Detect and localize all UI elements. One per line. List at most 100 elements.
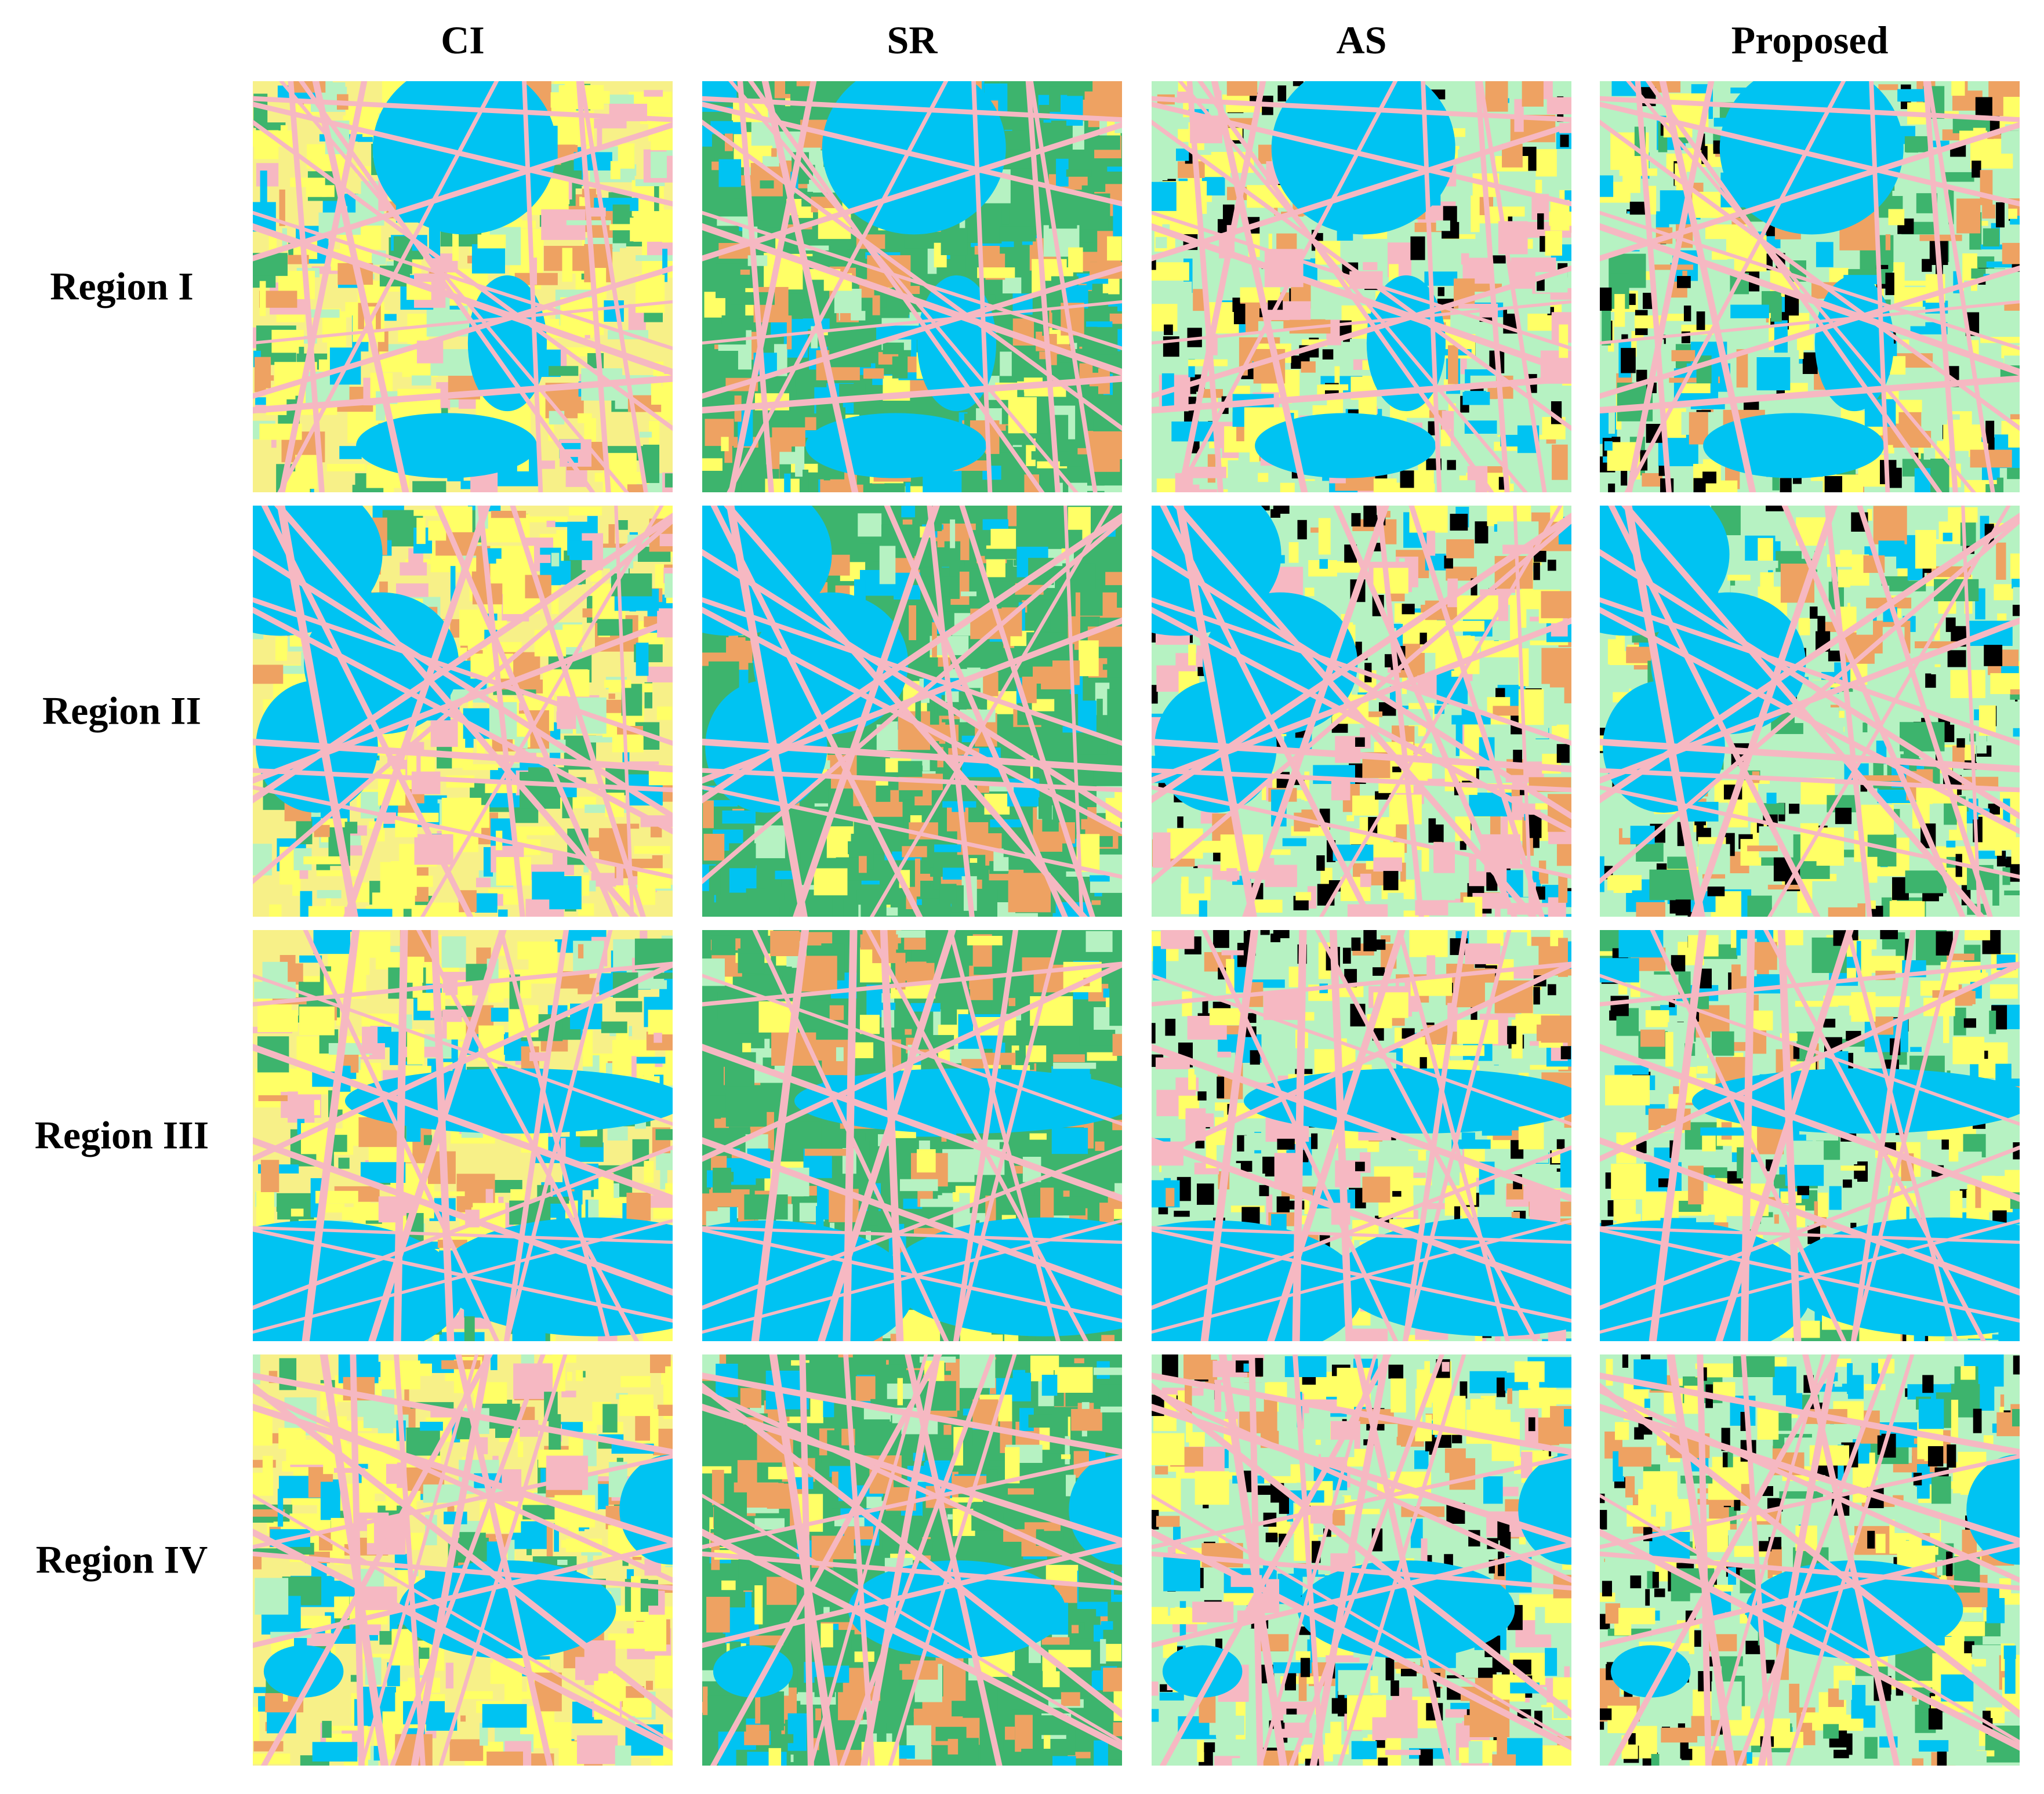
land-patch: [1486, 206, 1525, 217]
land-patch: [1662, 313, 1688, 321]
land-patch: [305, 812, 321, 817]
land-patch: [1697, 1066, 1708, 1074]
land-patch: [1426, 531, 1436, 556]
land-patch: [488, 992, 504, 1003]
land-patch: [610, 161, 620, 180]
land-patch: [1232, 297, 1240, 313]
road: [1152, 265, 1571, 399]
land-patch: [1552, 444, 1568, 480]
road: [503, 930, 569, 1341]
land-patch: [303, 976, 334, 982]
land-patch: [1070, 485, 1105, 491]
land-patch: [259, 281, 266, 317]
road: [702, 122, 1122, 262]
land-patch: [1097, 699, 1103, 720]
road: [793, 506, 940, 917]
land-patch: [1373, 568, 1408, 594]
land-patch: [1363, 262, 1378, 271]
land-patch: [1443, 234, 1476, 239]
land-patch: [1983, 228, 2000, 247]
land-patch: [1785, 383, 1808, 394]
land-patch: [1002, 277, 1022, 294]
road: [1152, 1044, 1571, 1202]
land-patch: [584, 418, 597, 443]
land-patch: [450, 566, 456, 602]
land-patch: [1400, 862, 1406, 882]
land-patch: [277, 665, 305, 674]
land-patch: [644, 90, 663, 97]
land-patch: [743, 907, 780, 917]
land-patch: [416, 517, 426, 544]
land-patch: [876, 325, 920, 340]
land-patch: [1427, 1203, 1458, 1210]
land-patch: [1391, 1335, 1429, 1341]
road: [368, 930, 507, 1341]
road: [288, 81, 325, 492]
land-patch: [1311, 1133, 1318, 1149]
road: [1421, 81, 1442, 492]
road: [727, 81, 949, 492]
land-patch: [411, 1170, 419, 1183]
road: [751, 930, 809, 1341]
land-patch: [1059, 456, 1083, 467]
land-patch: [561, 443, 581, 449]
land-patch: [1291, 355, 1301, 369]
land-patch: [1956, 198, 1981, 234]
land-patch: [661, 386, 673, 402]
land-patch: [1922, 259, 1932, 272]
land-patch: [1635, 863, 1676, 869]
land-patch: [1736, 349, 1748, 388]
land-patch: [811, 326, 818, 348]
land-patch: [1942, 724, 1955, 742]
land-patch: [895, 953, 906, 990]
land-patch: [1113, 202, 1122, 237]
land-patch: [1996, 542, 2006, 580]
land-patch: [1196, 841, 1235, 853]
land-patch: [339, 446, 362, 459]
land-patch: [2008, 208, 2017, 219]
road: [1152, 1145, 1571, 1310]
road: [971, 81, 993, 492]
land-patch: [1535, 180, 1542, 194]
land-patch: [959, 215, 965, 239]
road: [253, 210, 673, 351]
classification-map: [1152, 81, 1571, 492]
land-patch: [1619, 168, 1658, 176]
road: [298, 81, 596, 492]
land-patch: [1265, 865, 1297, 887]
land-patch: [1363, 930, 1377, 952]
road: [253, 961, 673, 1007]
land-patch: [1152, 685, 1158, 704]
land-patch: [1260, 506, 1270, 511]
road: [1152, 1137, 1571, 1296]
road: [1600, 300, 2020, 345]
land-patch: [1019, 939, 1039, 956]
road: [843, 930, 858, 1341]
land-patch: [1602, 309, 1611, 346]
road: [253, 1219, 673, 1334]
road: [726, 506, 808, 917]
land-patch: [654, 972, 673, 979]
land-patch: [337, 86, 347, 97]
land-patch: [491, 510, 527, 518]
road: [702, 738, 1122, 773]
land-patch: [948, 748, 979, 755]
land-patch: [1604, 441, 1613, 451]
land-patch: [568, 457, 578, 463]
land-patch: [1600, 175, 1614, 197]
land-patch: [1320, 384, 1349, 391]
land-patch: [800, 956, 837, 992]
road: [1152, 768, 1571, 793]
land-patch: [834, 289, 862, 314]
land-patch: [562, 248, 573, 282]
land-patch: [348, 909, 393, 917]
land-patch: [1820, 892, 1858, 907]
water-patch: [372, 81, 557, 235]
land-patch: [1677, 822, 1684, 847]
land-patch: [1636, 369, 1647, 382]
land-patch: [1316, 855, 1325, 871]
land-patch: [1066, 96, 1083, 126]
land-patch: [1780, 478, 1792, 492]
road: [1600, 517, 2020, 885]
classification-map: [1152, 930, 1571, 1341]
